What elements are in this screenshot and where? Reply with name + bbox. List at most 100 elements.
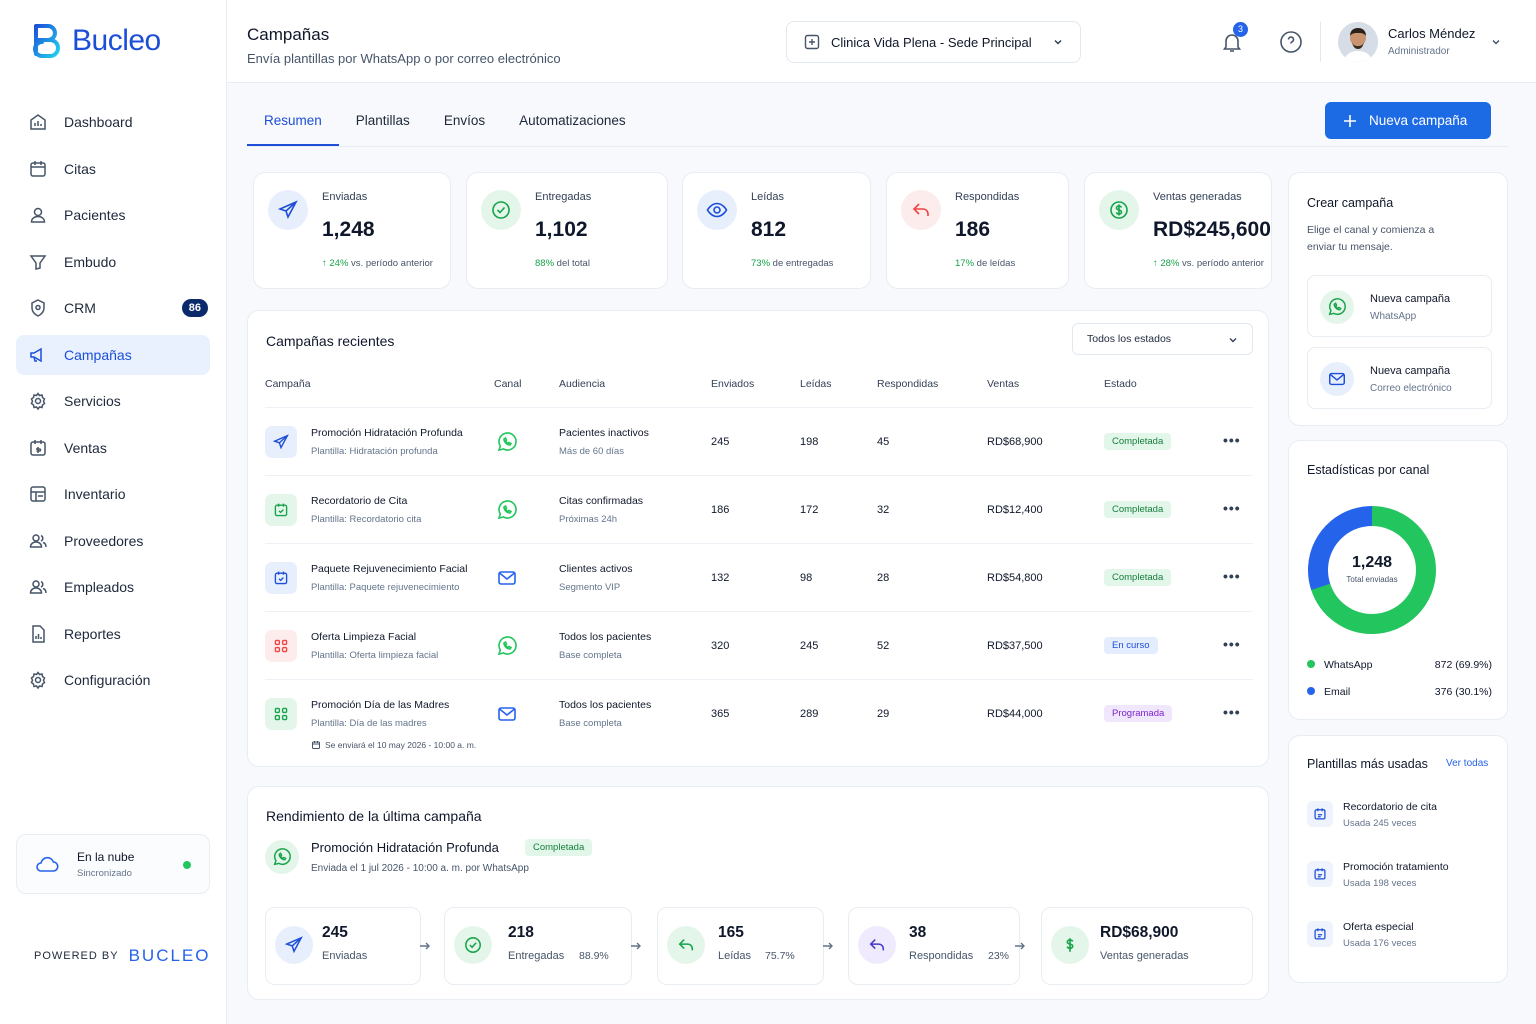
- option-title: Nueva campaña: [1370, 293, 1451, 305]
- sales-amount: RD$54,800: [987, 572, 1043, 584]
- create-desc-line: enviar tu mensaje.: [1307, 241, 1393, 253]
- user-avatar-icon: [1338, 22, 1378, 62]
- cloud-sync-status[interactable]: En la nube Sincronizado: [16, 834, 210, 894]
- check-circle-icon: [454, 926, 492, 964]
- stat-card-respondidas: Respondidas 186 17% de leídas: [886, 172, 1069, 289]
- tab-automatizaciones[interactable]: Automatizaciones: [519, 113, 626, 128]
- see-all-templates-link[interactable]: Ver todas: [1446, 758, 1489, 769]
- campaign-name[interactable]: Recordatorio de Cita: [311, 495, 408, 507]
- read-count: 172: [800, 504, 819, 516]
- col-header-respondidas[interactable]: Respondidas: [877, 378, 939, 390]
- more-options-icon[interactable]: •••: [1223, 704, 1241, 720]
- new-email-campaign-option[interactable]: Nueva campaña Correo electrónico: [1307, 347, 1492, 409]
- audience-name: Pacientes inactivos: [559, 427, 649, 439]
- sidebar-item-label: CRM: [64, 300, 96, 316]
- plus-icon: [1344, 114, 1356, 127]
- sidebar-item-proveedores[interactable]: Proveedores: [16, 521, 210, 561]
- app-logo[interactable]: Bucleo: [30, 22, 161, 60]
- col-header-leidas[interactable]: Leídas: [800, 378, 832, 390]
- gear-icon: [30, 392, 46, 411]
- tab-plantillas[interactable]: Plantillas: [355, 113, 410, 128]
- avatar[interactable]: [1338, 22, 1378, 62]
- table-row[interactable]: Promoción Día de las Madres Plantilla: D…: [265, 679, 1253, 765]
- chevron-down-icon[interactable]: [1490, 36, 1502, 48]
- table-row[interactable]: Promoción Hidratación Profunda Plantilla…: [265, 407, 1253, 475]
- new-campaign-button[interactable]: Nueva campaña: [1325, 102, 1491, 139]
- more-options-icon[interactable]: •••: [1223, 636, 1241, 652]
- bell-icon[interactable]: [1220, 30, 1244, 54]
- sidebar-item-dashboard[interactable]: Dashboard: [16, 102, 210, 142]
- table-row[interactable]: Paquete Rejuvenecimiento Facial Plantill…: [265, 543, 1253, 611]
- more-options-icon[interactable]: •••: [1223, 500, 1241, 516]
- arrow-right-icon: [420, 942, 430, 950]
- new-whatsapp-campaign-option[interactable]: Nueva campaña WhatsApp: [1307, 275, 1492, 337]
- sidebar-item-inventario[interactable]: Inventario: [16, 474, 210, 514]
- legend-dot: [1307, 660, 1315, 668]
- calendar-icon: [265, 562, 297, 594]
- more-options-icon[interactable]: •••: [1223, 568, 1241, 584]
- sidebar-item-configuracion[interactable]: Configuración: [16, 660, 210, 700]
- sidebar-item-label: Embudo: [64, 253, 117, 270]
- template-usage: Usada 198 veces: [1343, 878, 1417, 889]
- audience-detail: Base completa: [559, 718, 622, 729]
- campaign-name[interactable]: Oferta Limpieza Facial: [311, 631, 417, 643]
- campaign-name[interactable]: Promoción Día de las Madres: [311, 699, 450, 711]
- help-icon[interactable]: [1279, 30, 1303, 54]
- status-filter-select[interactable]: Todos los estados: [1072, 323, 1253, 355]
- metric-leidas: 165 Leídas 75.7%: [657, 907, 824, 985]
- user-role: Administrador: [1388, 46, 1450, 57]
- col-header-audiencia[interactable]: Audiencia: [559, 378, 606, 390]
- sidebar-item-servicios[interactable]: Servicios: [16, 381, 210, 421]
- metric-percent: 88.9%: [579, 950, 609, 962]
- sidebar-item-campanas[interactable]: Campañas: [16, 334, 210, 375]
- sent-count: 245: [711, 436, 730, 448]
- col-header-estado[interactable]: Estado: [1104, 378, 1137, 390]
- arrow-right-icon: [823, 942, 833, 950]
- col-header-enviados[interactable]: Enviados: [711, 378, 755, 390]
- more-options-icon[interactable]: •••: [1223, 432, 1241, 448]
- replied-count: 28: [877, 572, 890, 584]
- sales-amount: RD$68,900: [987, 436, 1043, 448]
- campaign-name[interactable]: Promoción Hidratación Profunda: [311, 427, 463, 439]
- col-header-campana[interactable]: Campaña: [265, 378, 311, 390]
- dollar-icon: [1051, 926, 1089, 964]
- table-row[interactable]: Oferta Limpieza Facial Plantilla: Oferta…: [265, 611, 1253, 679]
- page-subtitle: Envía plantillas por WhatsApp o por corr…: [247, 51, 561, 66]
- sidebar-item-reportes[interactable]: Reportes: [16, 614, 210, 654]
- performance-meta: Enviada el 1 jul 2026 - 10:00 a. m. por …: [311, 863, 529, 874]
- top-templates-panel: Plantillas más usadas Ver todas Recordat…: [1288, 735, 1508, 983]
- tab-resumen[interactable]: Resumen: [247, 100, 339, 146]
- campaign-template: Plantilla: Oferta limpieza facial: [311, 650, 439, 661]
- building-icon: [804, 34, 820, 50]
- clinic-selector[interactable]: Clinica Vida Plena - Sede Principal: [786, 21, 1081, 63]
- sidebar-item-label: Empleados: [64, 579, 135, 595]
- sidebar-item-ventas[interactable]: Ventas: [16, 428, 210, 468]
- sidebar-item-crm[interactable]: CRM 86: [16, 288, 210, 328]
- reply-icon: [858, 926, 896, 964]
- col-header-canal[interactable]: Canal: [494, 378, 522, 390]
- col-header-ventas[interactable]: Ventas: [987, 378, 1020, 390]
- metric-value: 165: [718, 924, 744, 941]
- sidebar-item-citas[interactable]: Citas: [16, 149, 210, 189]
- campaign-name[interactable]: Paquete Rejuvenecimiento Facial: [311, 563, 468, 575]
- template-usage: Usada 245 veces: [1343, 818, 1417, 829]
- legend-dot: [1307, 687, 1315, 695]
- email-icon: [1320, 362, 1354, 396]
- template-icon: [1307, 921, 1333, 947]
- metric-entregadas: 218 Entregadas 88.9%: [444, 907, 632, 985]
- gift-icon: [265, 698, 297, 730]
- read-count: 198: [800, 436, 819, 448]
- stat-sub-text: vs. período anterior: [1179, 258, 1264, 269]
- stat-card-ventas: Ventas generadas RD$245,600 ↑ 28% vs. pe…: [1084, 172, 1272, 289]
- calendar-icon: [30, 160, 46, 177]
- tab-envios[interactable]: Envíos: [443, 113, 486, 128]
- read-count: 98: [800, 572, 813, 584]
- audience-detail: Segmento VIP: [559, 582, 621, 593]
- check-circle-icon: [481, 190, 521, 230]
- sidebar-item-empleados[interactable]: Empleados: [16, 567, 210, 607]
- sidebar-item-pacientes[interactable]: Pacientes: [16, 195, 210, 235]
- stat-value: 812: [751, 218, 787, 241]
- table-row[interactable]: Recordatorio de Cita Plantilla: Recordat…: [265, 475, 1253, 543]
- donut-total-label: Total enviadas: [1346, 575, 1398, 584]
- sidebar-item-embudo[interactable]: Embudo: [16, 242, 210, 282]
